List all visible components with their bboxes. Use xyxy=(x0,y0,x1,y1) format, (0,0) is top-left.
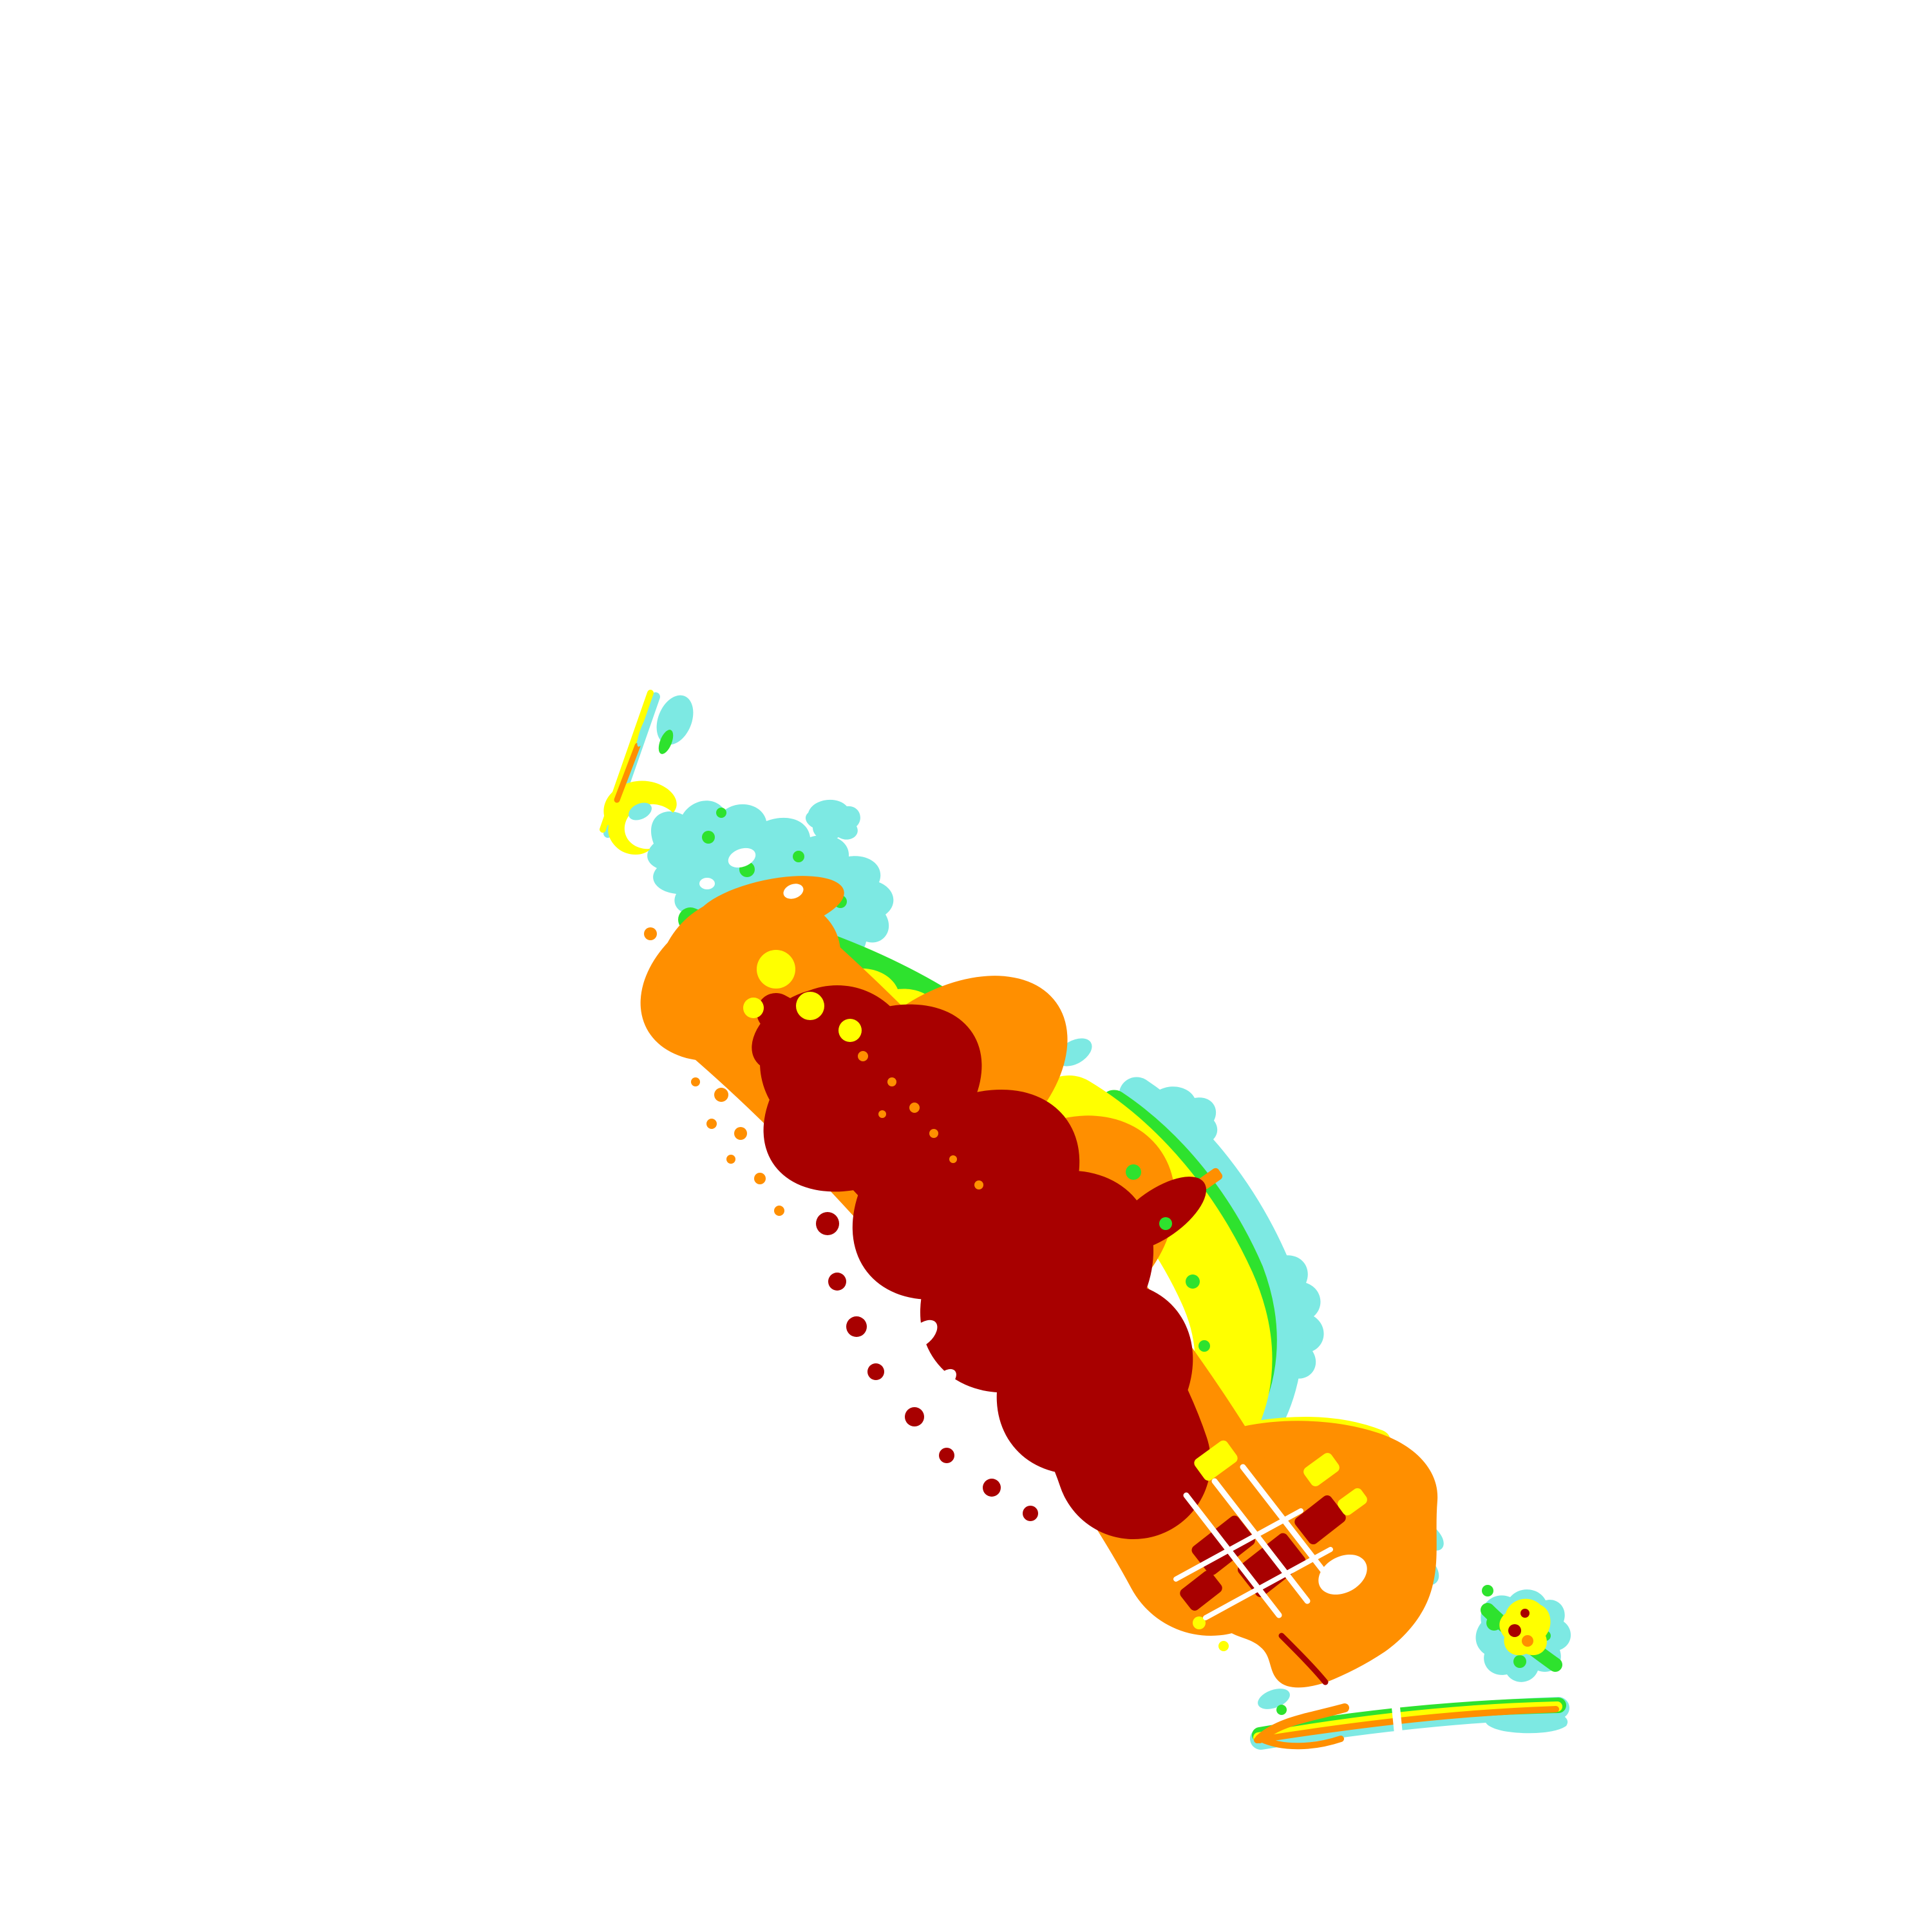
yellow-island xyxy=(796,992,824,1020)
yellow-se-blob-core xyxy=(1499,1598,1551,1656)
orange-spit-west-curl-1 xyxy=(1255,1703,1349,1743)
red-edge-speckle xyxy=(905,1407,924,1426)
orange-dot-on-red xyxy=(974,1180,983,1189)
red-lagoon-squiggle xyxy=(1278,1633,1329,1685)
orange-dot-on-red xyxy=(949,1155,957,1163)
orange-edge-speckle xyxy=(714,1088,728,1102)
orange-edge-speckle xyxy=(691,1077,700,1086)
white-street-line xyxy=(1203,1547,1333,1620)
orange-dot-on-red xyxy=(858,1051,868,1061)
green-spit-head-dash xyxy=(658,730,674,754)
yellow-island xyxy=(757,950,795,989)
cyan-hook-crescent xyxy=(629,802,652,820)
orange-edge-speckle xyxy=(734,1127,747,1140)
red-dot-se-blob xyxy=(1520,1609,1530,1618)
yellow-peninsula-patch xyxy=(1338,1488,1367,1516)
white-street-line xyxy=(1173,1508,1303,1582)
green-dot-on-band xyxy=(1198,1340,1210,1352)
red-upper-arm-line xyxy=(757,993,850,1075)
red-edge-speckle xyxy=(828,1273,846,1291)
cyan-spit-inner-dash xyxy=(637,715,651,747)
white-hole-top-cluster xyxy=(728,848,756,868)
yellow-island xyxy=(743,998,764,1018)
orange-dot-on-red xyxy=(878,1110,886,1118)
green-dot xyxy=(1276,1705,1287,1715)
white-street-line xyxy=(1240,1464,1339,1590)
red-edge-speckle xyxy=(939,1448,954,1463)
red-core-spine xyxy=(760,985,1211,1539)
yellow-lagoon-speck xyxy=(1218,1641,1229,1651)
accents-yellow xyxy=(743,950,1367,1651)
orange-edge-speckle xyxy=(706,1119,717,1129)
green-dot-on-band xyxy=(1126,1164,1141,1180)
orange-ne-patch xyxy=(1314,1457,1365,1505)
orange-spit-west-curl-2 xyxy=(1258,1736,1344,1750)
green-dot xyxy=(716,808,726,818)
red-dot-se-blob xyxy=(1508,1624,1521,1637)
orange-dot-on-red xyxy=(929,1129,938,1138)
white-street-line xyxy=(1183,1492,1282,1618)
red-edge-speckle xyxy=(983,1479,1001,1497)
cyan-ne-fringe-band xyxy=(1119,1077,1303,1454)
green-dot xyxy=(1513,1655,1526,1668)
orange-edge-speckle xyxy=(774,1206,784,1216)
orange-edge-speckle xyxy=(726,1155,735,1164)
green-dot xyxy=(702,831,715,844)
yellow-spit-line xyxy=(600,690,654,833)
layer-darkred-strokes xyxy=(757,985,1329,1685)
accents-orange xyxy=(858,1051,1533,1647)
white-wedge-core xyxy=(934,1368,956,1390)
orange-dot-se-blob xyxy=(1522,1635,1533,1647)
yellow-peninsula-patch xyxy=(1303,1453,1340,1486)
green-dot-on-band xyxy=(1186,1274,1200,1289)
orange-ne-tiny-patch xyxy=(1198,1168,1223,1189)
accents-green xyxy=(1126,1164,1210,1352)
red-edge-speckle xyxy=(1023,1506,1038,1521)
orange-edge-speckle xyxy=(754,1173,766,1184)
orange-edge-speckle xyxy=(644,927,657,940)
orange-dot-on-red xyxy=(909,1103,920,1113)
cyan-spit-west-patch xyxy=(1258,1689,1290,1709)
orange-spit-dash xyxy=(614,743,641,803)
red-edge-speckle xyxy=(846,1316,867,1337)
red-ne-finger xyxy=(1112,1177,1206,1251)
green-dot xyxy=(793,851,804,862)
yellow-hook xyxy=(603,781,677,855)
cyan-top-lobe xyxy=(805,799,860,840)
green-dot xyxy=(1482,1585,1493,1596)
yellow-lagoon-speck xyxy=(1193,1616,1206,1629)
white-hole-top-cluster xyxy=(699,878,715,889)
green-dot-on-band xyxy=(1159,1217,1172,1230)
orange-dot-on-red xyxy=(887,1077,896,1086)
red-edge-speckle xyxy=(816,1212,839,1235)
white-gap-notch xyxy=(1200,1647,1253,1686)
white-hole-top-cluster xyxy=(783,884,804,899)
yellow-island xyxy=(838,1019,862,1042)
accents-white-strokes xyxy=(1173,1464,1407,1781)
white-canal xyxy=(1387,1654,1407,1781)
red-edge-speckle xyxy=(867,1363,884,1380)
white-wedge-core xyxy=(907,1320,938,1349)
red-peninsula-block xyxy=(1294,1495,1346,1545)
yellow-peninsula-patch xyxy=(1194,1440,1238,1481)
red-peninsula-block xyxy=(1180,1570,1222,1611)
white-street-line xyxy=(1211,1478,1311,1604)
accents-cyan xyxy=(629,715,652,820)
